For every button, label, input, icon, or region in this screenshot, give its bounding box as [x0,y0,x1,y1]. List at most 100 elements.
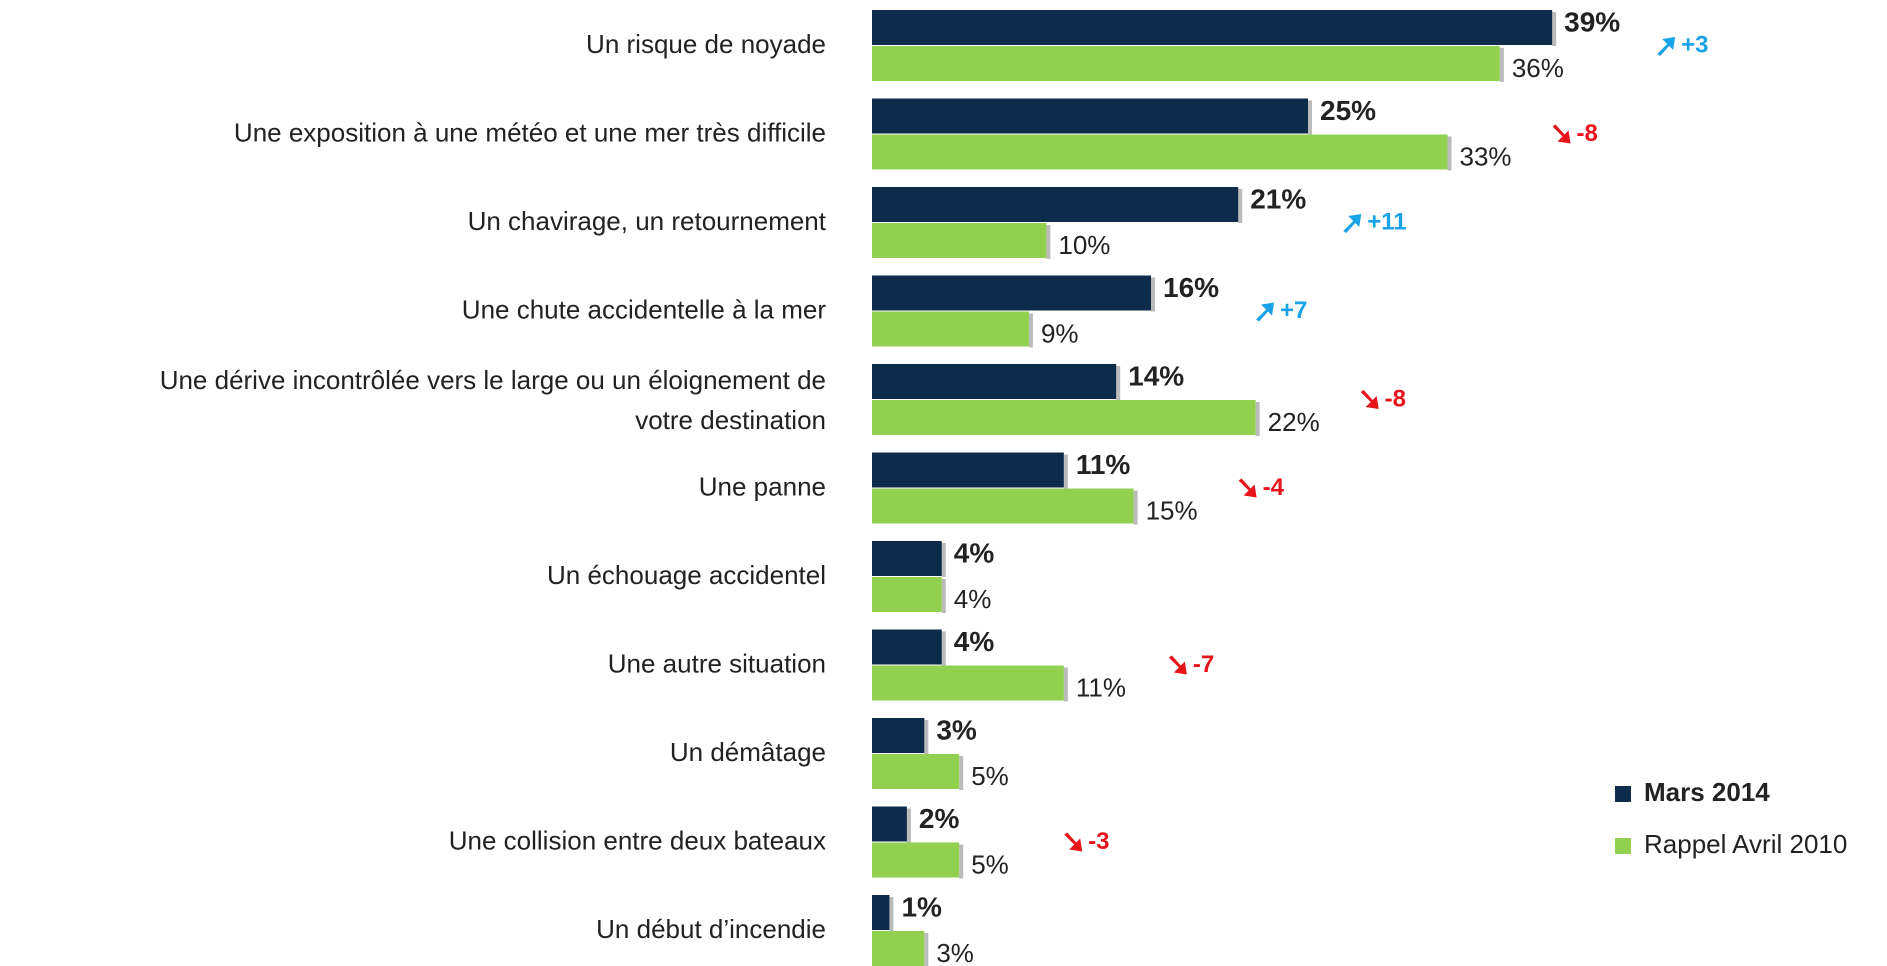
value-label: 4% [954,584,992,614]
change-arrow [1343,214,1362,233]
bar [872,275,1152,311]
bar [872,754,960,789]
bar [872,311,1029,347]
bar [872,134,1448,170]
arrow-icon [1657,37,1676,56]
value-label: 5% [971,761,1009,791]
change-arrow [1168,655,1187,675]
bar-shadow [941,579,946,613]
category-label: votre destination [635,405,826,435]
change-label: -8 [1577,120,1598,147]
legend-label: Rappel Avril 2010 [1644,829,1847,859]
legend-swatch [1615,838,1631,854]
category-label: Une dérive incontrôlée vers le large ou … [160,365,826,395]
category-label: Une chute accidentelle à la mer [462,294,827,324]
bar [872,895,890,930]
value-label: 14% [1128,360,1184,391]
bar-shadow [941,631,946,666]
bar [872,400,1256,435]
bar [872,187,1239,222]
arrow-icon [1552,124,1571,144]
value-label: 9% [1041,318,1079,348]
category-label: Une collision entre deux bateaux [449,825,826,855]
category-label: Un risque de noyade [586,29,826,59]
bar [872,806,907,842]
bar [872,98,1308,134]
value-label: 11% [1076,672,1126,702]
bar-shadow [1552,12,1557,46]
bar-shadow [1046,225,1051,259]
bar-shadow [906,808,911,843]
value-label: 1% [901,891,942,922]
value-label: 11% [1076,449,1131,480]
category-label: Un début d’incendie [596,914,826,944]
value-label: 4% [954,626,995,657]
change-label: -3 [1088,828,1109,855]
value-label: 2% [919,803,960,834]
bar [872,10,1553,45]
bar-shadow [959,844,964,879]
value-label: 21% [1250,183,1306,214]
arrow-icon [1256,302,1275,322]
change-arrow [1256,302,1275,322]
bar-shadow [1151,277,1156,312]
category-label: Un démâtage [670,737,826,767]
change-arrow [1064,832,1083,852]
category-label: Une autre situation [608,648,826,678]
legend-swatch [1615,786,1631,802]
value-label: 39% [1564,6,1620,37]
bar-shadow [889,897,894,931]
change-label: -4 [1263,474,1285,501]
bar-shadow [1133,490,1138,525]
bar [872,629,942,665]
value-label: 33% [1460,141,1512,171]
value-label: 10% [1058,230,1110,260]
bar [872,452,1064,488]
value-label: 5% [971,849,1009,879]
bar [872,488,1134,524]
bar-shadow [1255,402,1260,436]
bar [872,364,1117,399]
category-label: Une exposition à une météo et une mer tr… [234,117,826,147]
value-label: 4% [954,537,995,568]
category-label: Une panne [699,471,826,501]
bar [872,665,1064,701]
bar [872,577,942,612]
change-arrow [1360,390,1379,409]
value-label: 16% [1163,272,1219,303]
bar-shadow [941,543,946,577]
value-label: 25% [1320,95,1376,126]
change-label: +11 [1367,208,1406,235]
arrow-icon [1168,655,1187,675]
arrow-icon [1343,214,1362,233]
change-label: -8 [1385,385,1406,412]
arrow-icon [1360,390,1379,409]
change-arrow [1552,124,1571,144]
change-label: +7 [1280,297,1307,324]
value-label: 3% [936,714,977,745]
bar-shadow [959,756,964,790]
bar-shadow [924,933,929,966]
value-label: 3% [936,938,974,966]
bar-shadow [1063,667,1068,702]
bar [872,718,925,753]
bar-shadow [1028,313,1033,348]
bar [872,541,942,576]
value-label: 15% [1146,495,1198,525]
bar [872,46,1500,81]
bar [872,223,1047,258]
arrow-icon [1064,832,1083,852]
value-label: 36% [1512,53,1564,83]
bar-shadow [1447,136,1452,171]
bar-shadow [1238,189,1243,223]
bar [872,931,925,966]
change-arrow [1238,478,1257,498]
legend-label: Mars 2014 [1644,777,1770,807]
bar-shadow [1499,48,1504,82]
bar-shadow [1063,454,1068,489]
bar-shadow [1116,366,1121,400]
bar [872,842,960,878]
category-label: Un échouage accidentel [547,560,826,590]
change-label: +3 [1681,31,1708,58]
